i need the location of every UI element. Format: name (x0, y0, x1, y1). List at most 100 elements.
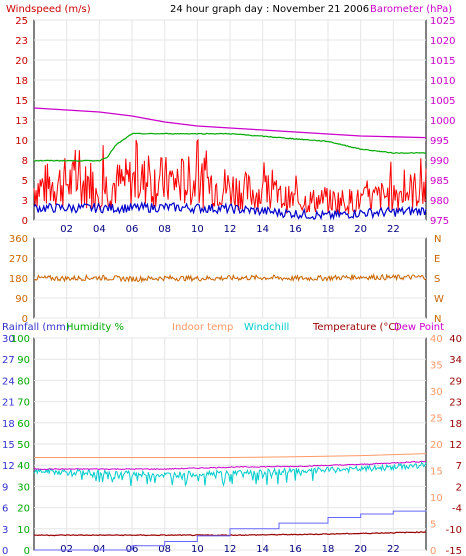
tick-label: 990 (430, 156, 449, 167)
tick-label: 5 (430, 520, 436, 531)
tick-label: 23 (449, 398, 462, 409)
tick-label: 80 (17, 376, 30, 387)
series-barometer (33, 107, 427, 139)
tick-label: 10 (430, 493, 443, 504)
tick-label: 10 (17, 525, 30, 536)
tick-label: 8 (22, 156, 28, 167)
tick-label: 18 (2, 419, 15, 430)
tick-label: 16 (289, 224, 302, 235)
axis-right-barometer: 975 980 985 990 995 1000 1005 1010 1015 1020 1025 (430, 16, 455, 227)
tick-label: 02 (60, 224, 73, 235)
tick-label: 20 (354, 224, 367, 235)
series-windspeed-avg (33, 200, 427, 221)
tick-label: 15 (15, 96, 28, 107)
tick-label: 360 (9, 234, 28, 245)
tick-label: 2 (456, 482, 462, 493)
tick-label: 1000 (430, 116, 455, 127)
tick-label: 12 (449, 440, 462, 451)
tick-label: 14 (256, 224, 269, 235)
tick-label: 30 (430, 387, 443, 398)
legend-rainfall: Rainfall (mm) (2, 322, 70, 333)
tick-label: -4 (452, 504, 462, 515)
tick-label: 15 (430, 467, 443, 478)
tick-label: 40 (430, 334, 443, 345)
legend-windchill: Windchill (244, 322, 289, 333)
tick-label: 04 (93, 224, 106, 235)
tick-label: 3 (22, 196, 28, 207)
tick-label: 23 (15, 36, 28, 47)
legend-temperature: Temperature (°C) (312, 322, 399, 333)
tick-label: 08 (158, 544, 171, 555)
tick-label: 20 (354, 544, 367, 555)
tick-label: 90 (17, 355, 30, 366)
tick-label: 18 (322, 544, 335, 555)
tick-label: 16 (289, 544, 302, 555)
tick-label: 9 (2, 482, 8, 493)
tick-label: N (434, 314, 441, 325)
tick-label: 975 (430, 216, 449, 227)
series-direction (33, 273, 427, 284)
tick-label: 995 (430, 136, 449, 147)
axis-humidity: 0 10 20 30 40 50 60 70 80 90 100 (11, 334, 30, 556)
axis-x-hours: 02 04 06 08 10 12 14 16 18 20 22 (60, 224, 399, 235)
tick-label: 08 (158, 224, 171, 235)
series-wind (33, 107, 427, 221)
tick-label: 06 (126, 224, 139, 235)
tick-label: 20 (430, 440, 443, 451)
legend-barometer: Barometer (hPa) (370, 4, 452, 15)
axis-temperature: -15 -10 -4 2 7 12 18 23 29 34 40 (446, 334, 462, 556)
tick-label: W (434, 294, 444, 305)
tick-label: 0 (22, 314, 28, 325)
chart-title: 24 hour graph day : November 21 2006 (170, 4, 369, 15)
tick-label: 18 (15, 76, 28, 87)
series-dew-point (33, 460, 427, 471)
tick-label: 0 (430, 546, 436, 556)
tick-label: E (434, 254, 440, 265)
tick-label: 30 (17, 482, 30, 493)
tick-label: 18 (449, 419, 462, 430)
series-indoor-temp (34, 453, 427, 458)
axis-left-windspeed: 0 3 5 8 10 13 15 18 20 23 25 (15, 16, 28, 227)
tick-label: 50 (17, 440, 30, 451)
series-rainfall (34, 510, 427, 551)
series-temp (33, 132, 427, 551)
tick-label: 34 (449, 355, 462, 366)
tick-label: 18 (322, 224, 335, 235)
tick-label: 14 (256, 544, 269, 555)
tick-label: -10 (446, 525, 462, 536)
tick-label: 12 (224, 224, 237, 235)
series-windchill (33, 461, 427, 487)
tick-label: 180 (9, 274, 28, 285)
tick-label: 90 (15, 294, 28, 305)
tick-label: 24 (2, 376, 15, 387)
tick-label: 35 (430, 361, 443, 372)
tick-label: 12 (224, 544, 237, 555)
tick-label: N (434, 234, 441, 245)
tick-label: 29 (449, 376, 462, 387)
tick-label: 22 (387, 544, 400, 555)
legend-humidity: Humidity % (66, 322, 124, 333)
tick-label: 6 (2, 504, 8, 515)
tick-label: 22 (387, 224, 400, 235)
grid-wind (34, 19, 426, 221)
axis-left-direction: 0 90 180 270 360 (9, 234, 28, 325)
tick-label: 100 (11, 334, 30, 345)
tick-label: 5 (22, 176, 28, 187)
tick-label: 21 (2, 398, 15, 409)
legend-dew-point: Dew Point (394, 322, 444, 333)
tick-label: 1015 (430, 56, 455, 67)
axis-rainfall: 0 3 6 9 12 15 18 21 24 27 30 (2, 334, 15, 556)
tick-label: 20 (15, 56, 28, 67)
series-wind-direction (33, 273, 427, 284)
tick-label: 20 (17, 504, 30, 515)
tick-label: 10 (191, 224, 204, 235)
tick-label: 7 (456, 461, 462, 472)
panel-wind-barometer: Windspeed (m/s) 24 hour graph day : Nove… (6, 4, 455, 235)
tick-label: 0 (2, 546, 8, 556)
tick-label: 10 (191, 544, 204, 555)
tick-label: 270 (9, 254, 28, 265)
tick-label: 980 (430, 196, 449, 207)
tick-label: 40 (449, 334, 462, 345)
